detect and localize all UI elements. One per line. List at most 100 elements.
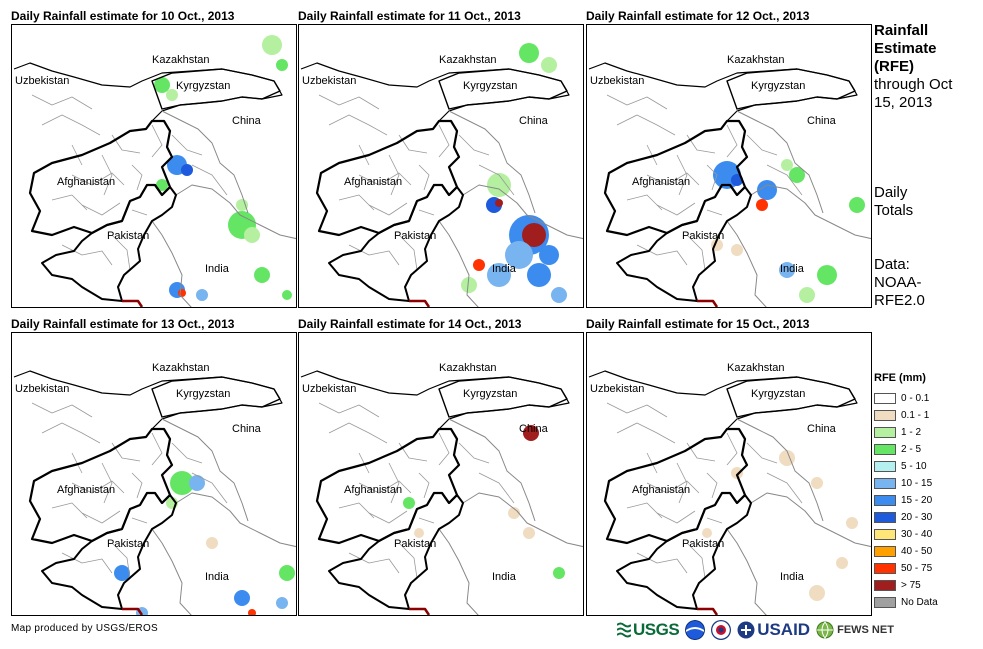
legend-swatch [874, 512, 896, 523]
province-boundary [616, 114, 676, 136]
fews-net-logo-text: FEWS NET [837, 624, 894, 636]
rainfall-cell [282, 290, 292, 300]
rainfall-cell [789, 167, 805, 183]
rainfall-map: Kazakhstan Uzbekistan Kyrgyzstan China Afgha… [11, 332, 297, 616]
province-boundary [626, 194, 663, 211]
country-label-india: India [492, 263, 517, 275]
afghanistan-border [603, 119, 749, 237]
rainfall-cell [757, 180, 777, 200]
kyrgyzstan-border [726, 376, 856, 418]
country-label-pakistan: Pakistan [682, 230, 724, 242]
country-label-kazakhstan: Kazakhstan [152, 362, 209, 374]
rainfall-cell [189, 475, 205, 491]
legend-title: RFE (mm) [874, 372, 926, 384]
india-border [726, 184, 871, 307]
country-label-pakistan: Pakistan [394, 230, 436, 242]
province-boundary [31, 402, 93, 418]
rainfall-cell [551, 287, 567, 303]
country-label-kyrgyzstan: Kyrgyzstan [176, 80, 230, 92]
panel-title: Daily Rainfall estimate for 13 Oct., 201… [11, 317, 235, 331]
province-boundary [726, 124, 738, 158]
legend-label: 15 - 20 [901, 495, 933, 506]
country-label-uzbekistan: Uzbekistan [302, 75, 356, 87]
legend-swatch [874, 580, 896, 591]
country-label-afghanistan: Afghanistan [344, 176, 402, 188]
province-boundary [706, 164, 718, 191]
province-boundary [111, 134, 141, 154]
province-boundary [626, 502, 663, 519]
province-boundary [766, 472, 803, 504]
province-boundary [478, 472, 515, 504]
usaid-logo: USAID [737, 620, 810, 640]
china-border [161, 110, 249, 214]
country-label-afghanistan: Afghanistan [57, 176, 115, 188]
legend-label: 30 - 40 [901, 529, 933, 540]
legend-row: 30 - 40 [874, 526, 938, 543]
province-boundary [636, 552, 688, 574]
country-label-kyrgyzstan: Kyrgyzstan [751, 80, 805, 92]
legend-label: 40 - 50 [901, 546, 933, 557]
rainfall-cell [461, 277, 477, 293]
coastline [122, 299, 144, 307]
side-title-bold: Rainfall Estimate (RFE) [874, 22, 937, 75]
afghanistan-border [28, 119, 174, 237]
province-boundary [686, 542, 706, 579]
kyrgyzstan-border [438, 68, 568, 110]
province-boundary [131, 164, 143, 191]
country-label-afghanistan: Afghanistan [632, 484, 690, 496]
usgs-logo: USGS [617, 620, 680, 640]
province-boundary [358, 452, 370, 474]
rainfall-cell [166, 89, 178, 101]
country-label-uzbekistan: Uzbekistan [302, 383, 356, 395]
province-boundary [646, 172, 700, 186]
rainfall-cell [196, 289, 208, 301]
globe-icon [816, 621, 834, 639]
province-boundary [646, 144, 658, 166]
legend-row: > 75 [874, 577, 938, 594]
rainfall-map: Kazakhstan Uzbekistan Kyrgyzstan China Afgha… [298, 24, 584, 308]
china-border [161, 418, 249, 522]
pakistan-border [328, 184, 464, 302]
country-label-china: China [807, 423, 837, 435]
province-boundary [41, 422, 101, 444]
province-boundary [418, 164, 430, 191]
rainfall-cell [849, 197, 865, 213]
province-boundary [686, 442, 716, 462]
side-title-rest: through Oct 15, 2013 [874, 76, 953, 111]
india-border [726, 492, 871, 615]
commerce-seal-icon [711, 620, 732, 640]
province-boundary [81, 510, 121, 524]
province-boundary [646, 452, 658, 474]
map-canvas: Kazakhstan Uzbekistan Kyrgyzstan China Afgha… [13, 362, 296, 615]
kyrgyzstan-border [438, 376, 568, 418]
kyrgyzstan-border [726, 68, 856, 110]
legend-label: 0 - 0.1 [901, 393, 930, 404]
province-boundary [71, 172, 125, 186]
legend-row: 20 - 30 [874, 509, 938, 526]
legend-swatch [874, 478, 896, 489]
province-boundary [338, 194, 375, 211]
rainfall-cell [156, 179, 168, 191]
country-label-kyrgyzstan: Kyrgyzstan [463, 80, 517, 92]
province-boundary [368, 510, 408, 524]
rainfall-cell [170, 471, 194, 495]
province-boundary [388, 462, 400, 504]
map-canvas: Kazakhstan Uzbekistan Kyrgyzstan China Afgha… [588, 54, 871, 307]
legend-swatch [874, 461, 896, 472]
legend-row: 40 - 50 [874, 543, 938, 560]
province-boundary [766, 164, 803, 196]
legend-swatch [874, 410, 896, 421]
country-border [588, 370, 858, 430]
country-label-china: China [519, 423, 549, 435]
country-label-pakistan: Pakistan [394, 538, 436, 550]
province-boundary [746, 442, 778, 464]
rainfall-cell [523, 527, 535, 539]
province-boundary [151, 432, 163, 466]
province-boundary [318, 402, 380, 418]
legend-row: No Data [874, 594, 938, 611]
rainfall-cell [519, 43, 539, 63]
rainfall-cell [248, 609, 256, 615]
logo-strip: USGS USAID FEWS NET [617, 617, 894, 643]
legend-swatch [874, 529, 896, 540]
province-boundary [358, 172, 412, 186]
